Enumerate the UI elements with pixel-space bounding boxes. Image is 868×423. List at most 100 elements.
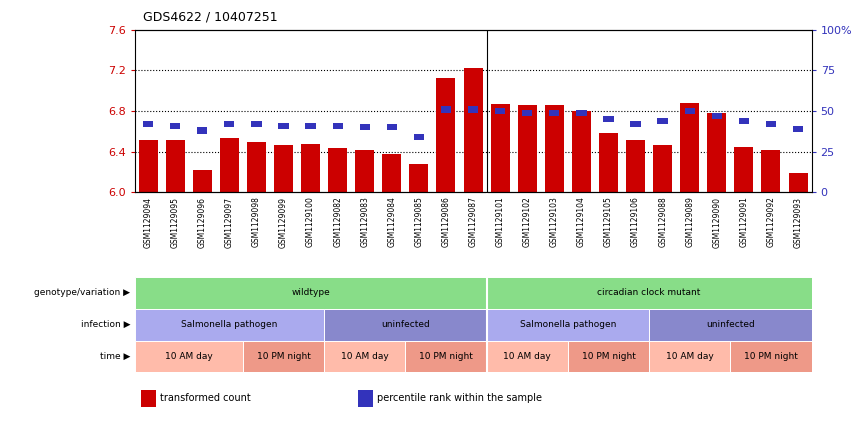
Bar [279,123,289,129]
Bar [517,105,536,192]
Bar [730,341,812,372]
Bar [414,134,424,140]
Bar [355,150,374,192]
Text: GSM1129098: GSM1129098 [252,197,261,247]
Bar [324,309,487,341]
Bar [685,108,695,114]
Text: uninfected: uninfected [706,320,754,329]
Bar [572,111,591,192]
Bar [405,341,487,372]
Text: 10 AM day: 10 AM day [666,352,713,361]
Bar [220,137,239,192]
Text: GSM1129091: GSM1129091 [740,197,748,247]
Bar [761,150,780,192]
Text: GSM1129085: GSM1129085 [414,197,424,247]
Text: GSM1129090: GSM1129090 [713,197,721,247]
Text: GSM1129100: GSM1129100 [306,197,315,247]
Text: GSM1129096: GSM1129096 [198,197,207,247]
Bar [382,154,401,192]
Text: GSM1129104: GSM1129104 [577,197,586,247]
Bar [464,68,483,192]
Bar [495,108,505,114]
Bar [707,113,727,192]
Bar [766,121,776,127]
Bar [712,113,722,119]
Text: wildtype: wildtype [291,288,330,297]
Bar [568,341,649,372]
Text: GSM1129106: GSM1129106 [631,197,640,247]
Text: 10 PM night: 10 PM night [419,352,473,361]
Bar [657,118,667,124]
Bar [522,110,532,116]
Text: GSM1129086: GSM1129086 [442,197,450,247]
Text: Salmonella pathogen: Salmonella pathogen [181,320,278,329]
Bar [274,145,293,192]
Bar [170,123,181,129]
Bar [649,341,730,372]
Text: time ▶: time ▶ [100,352,130,361]
Bar [306,123,316,129]
Text: GSM1129093: GSM1129093 [793,197,803,247]
Bar [139,140,158,192]
Bar [324,341,405,372]
Bar [788,173,807,192]
Bar [468,106,478,113]
Text: GDS4622 / 10407251: GDS4622 / 10407251 [143,10,278,23]
Bar [792,126,803,132]
Bar [247,142,266,192]
Bar [224,121,234,127]
Bar [143,121,154,127]
Text: 10 AM day: 10 AM day [503,352,551,361]
Bar [603,116,614,122]
Text: GSM1129092: GSM1129092 [766,197,775,247]
Bar [332,123,343,129]
Bar [386,124,397,130]
Text: transformed count: transformed count [161,393,251,403]
Text: GSM1129088: GSM1129088 [658,197,667,247]
Text: 10 AM day: 10 AM day [165,352,213,361]
Bar [549,110,560,116]
Text: GSM1129095: GSM1129095 [171,197,180,247]
Text: GSM1129082: GSM1129082 [333,197,342,247]
Text: GSM1129097: GSM1129097 [225,197,233,247]
Bar [437,78,456,192]
Text: uninfected: uninfected [381,320,430,329]
Text: GSM1129105: GSM1129105 [604,197,613,247]
Bar [626,140,645,192]
Bar [576,110,587,116]
Bar [599,133,618,192]
Bar [545,105,564,192]
Bar [166,140,185,192]
Bar [251,121,261,127]
Text: GSM1129094: GSM1129094 [143,197,153,247]
Bar [681,103,700,192]
Bar [301,143,320,192]
Text: GSM1129087: GSM1129087 [469,197,477,247]
Text: GSM1129103: GSM1129103 [549,197,559,247]
Text: Salmonella pathogen: Salmonella pathogen [520,320,616,329]
Bar [734,147,753,192]
Bar [487,309,649,341]
Text: GSM1129101: GSM1129101 [496,197,504,247]
Text: 10 PM night: 10 PM night [744,352,798,361]
Bar [649,309,812,341]
Bar [487,277,812,309]
Bar [739,118,749,124]
Text: GSM1129084: GSM1129084 [387,197,397,247]
Bar [490,104,510,192]
Bar [630,121,641,127]
Bar [197,127,207,134]
Bar [135,277,487,309]
Text: 10 PM night: 10 PM night [257,352,311,361]
Bar [653,145,672,192]
Bar [410,164,429,192]
Bar [141,390,156,407]
Text: 10 PM night: 10 PM night [582,352,635,361]
Text: GSM1129099: GSM1129099 [279,197,288,247]
Bar [193,170,212,192]
Text: circadian clock mutant: circadian clock mutant [597,288,700,297]
Bar [135,309,324,341]
Text: GSM1129089: GSM1129089 [685,197,694,247]
Text: percentile rank within the sample: percentile rank within the sample [377,393,542,403]
Text: infection ▶: infection ▶ [81,320,130,329]
